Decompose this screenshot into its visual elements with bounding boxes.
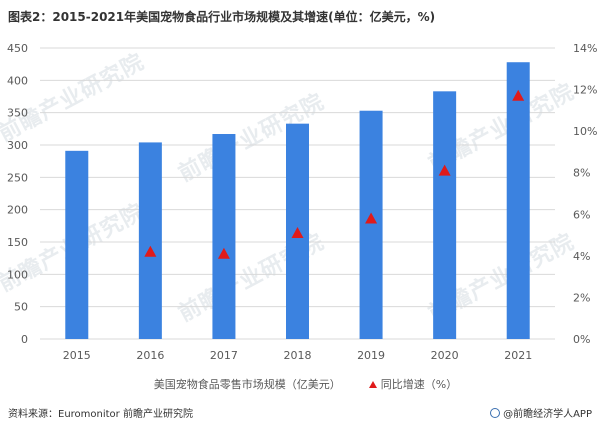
bar bbox=[138, 142, 162, 339]
legend: 美国宠物食品零售市场规模（亿美元） 同比增速（%） bbox=[0, 376, 600, 392]
chart-title: 图表2：2015-2021年美国宠物食品行业市场规模及其增速(单位：亿美元，%) bbox=[8, 10, 436, 24]
x-tick-label: 2015 bbox=[63, 349, 91, 362]
x-tick-label: 2020 bbox=[431, 349, 459, 362]
bar bbox=[506, 62, 530, 340]
y-left-tick-label: 400 bbox=[7, 74, 28, 87]
y-left-tick-label: 450 bbox=[7, 42, 28, 55]
brand: @前瞻经济学人APP bbox=[490, 405, 592, 420]
brand-label: @前瞻经济学人APP bbox=[503, 409, 592, 420]
y-left-tick-label: 300 bbox=[7, 139, 28, 152]
growth-marker bbox=[365, 212, 378, 224]
bar bbox=[65, 150, 89, 339]
x-tick-label: 2019 bbox=[357, 349, 385, 362]
y-left-tick-label: 100 bbox=[7, 268, 28, 281]
y-right-tick-label: 6% bbox=[573, 208, 590, 221]
y-right-tick-label: 8% bbox=[573, 167, 590, 180]
y-right-tick-label: 0% bbox=[573, 333, 590, 346]
x-tick-label: 2021 bbox=[504, 349, 532, 362]
y-left-tick-label: 0 bbox=[21, 333, 28, 346]
y-right-tick-label: 14% bbox=[573, 42, 597, 55]
growth-marker bbox=[144, 245, 157, 257]
y-left-tick-label: 200 bbox=[7, 204, 28, 217]
legend-label-marker: 同比增速（%） bbox=[380, 378, 458, 391]
bar bbox=[433, 91, 457, 340]
y-right-tick-label: 10% bbox=[573, 125, 597, 138]
growth-marker bbox=[438, 164, 451, 176]
growth-marker bbox=[291, 226, 304, 238]
x-tick-label: 2016 bbox=[136, 349, 164, 362]
brand-logo-icon bbox=[490, 407, 501, 418]
y-left-tick-label: 350 bbox=[7, 107, 28, 120]
y-right-tick-label: 4% bbox=[573, 250, 590, 263]
legend-item-marker: 同比增速（%） bbox=[368, 376, 458, 392]
bar bbox=[212, 134, 236, 339]
y-right-tick-label: 2% bbox=[573, 291, 590, 304]
source-note: 资料来源：Euromonitor 前瞻产业研究院 bbox=[8, 409, 193, 420]
x-tick-label: 2018 bbox=[284, 349, 312, 362]
bar bbox=[359, 110, 383, 339]
x-tick-label: 2017 bbox=[210, 349, 238, 362]
y-left-tick-label: 50 bbox=[14, 301, 28, 314]
footer: 资料来源：Euromonitor 前瞻产业研究院 @前瞻经济学人APP bbox=[8, 405, 592, 420]
y-right-tick-label: 12% bbox=[573, 84, 597, 97]
y-left-tick-label: 150 bbox=[7, 236, 28, 249]
triangle-icon bbox=[368, 380, 377, 388]
legend-swatch-bar bbox=[143, 381, 150, 388]
legend-item-bar: 美国宠物食品零售市场规模（亿美元） bbox=[143, 376, 341, 392]
y-left-tick-label: 250 bbox=[7, 171, 28, 184]
growth-marker bbox=[512, 89, 525, 101]
growth-marker bbox=[217, 247, 230, 259]
legend-label-bar: 美国宠物食品零售市场规模（亿美元） bbox=[153, 378, 341, 391]
